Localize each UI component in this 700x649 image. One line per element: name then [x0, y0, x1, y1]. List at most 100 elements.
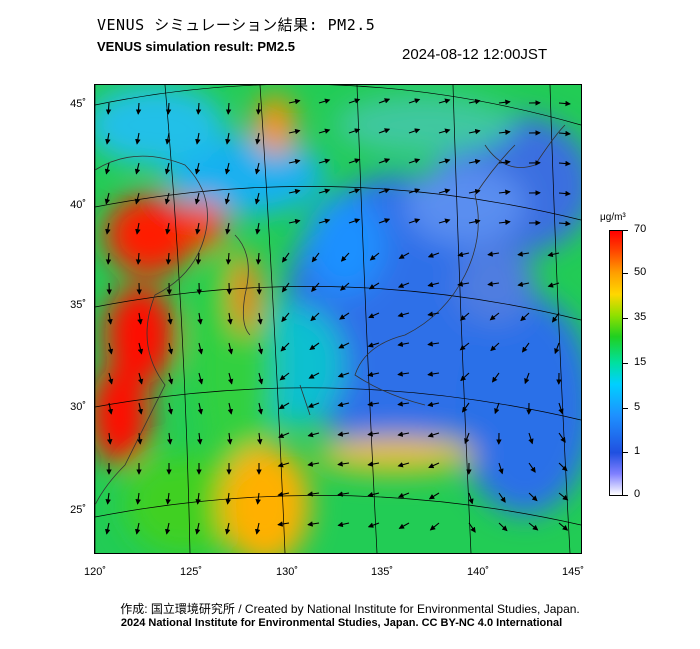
wind-arrow: [528, 462, 536, 473]
wind-arrow: [367, 522, 380, 528]
wind-arrow: [105, 252, 112, 265]
wind-vectors: [104, 98, 571, 535]
wind-arrow: [288, 98, 301, 105]
wind-arrow: [288, 158, 301, 165]
wind-arrow: [427, 432, 440, 438]
wind-arrow: [134, 522, 141, 535]
wind-arrow: [107, 342, 114, 355]
wind-arrow: [255, 132, 261, 145]
wind-arrow: [468, 128, 481, 135]
wind-arrow: [487, 251, 500, 257]
wind-arrow: [428, 492, 440, 500]
wind-arrow: [195, 222, 201, 235]
wind-arrow: [167, 342, 174, 355]
wind-arrow: [468, 158, 481, 165]
wind-arrow: [255, 492, 261, 505]
wind-arrow: [107, 402, 114, 415]
wind-arrow: [427, 311, 440, 317]
wind-arrow: [397, 462, 410, 468]
wind-arrow: [255, 102, 262, 115]
wind-arrow: [337, 491, 350, 497]
wind-arrow: [307, 431, 320, 438]
wind-arrow: [340, 252, 350, 262]
wind-arrow: [337, 521, 350, 528]
wind-arrow: [279, 372, 290, 381]
wind-arrow: [438, 158, 451, 164]
wind-arrow: [165, 222, 171, 235]
wind-arrow: [337, 461, 350, 467]
lon-label-120: 120˚: [83, 566, 107, 578]
wind-arrow: [517, 281, 530, 287]
wind-arrow: [135, 252, 142, 265]
wind-arrow: [427, 281, 440, 288]
wind-arrow: [194, 162, 201, 175]
wind-arrow: [167, 312, 173, 325]
wind-arrow: [135, 492, 141, 505]
colorbar-tick: [622, 230, 628, 231]
wind-arrow: [367, 401, 380, 407]
wind-arrow: [558, 160, 571, 167]
wind-arrow: [498, 492, 506, 503]
wind-arrow: [397, 431, 410, 437]
wind-arrow: [558, 462, 568, 472]
wind-arrow: [468, 218, 481, 225]
credit-line-1: 作成: 国立環境研究所 / Created by National Instit…: [120, 602, 580, 616]
wind-arrow: [459, 342, 470, 351]
wind-arrow: [224, 192, 231, 205]
wind-arrow: [558, 100, 571, 107]
wind-arrow: [105, 222, 111, 235]
wind-arrow: [558, 492, 569, 501]
wind-arrow: [194, 192, 201, 205]
title-english: VENUS simulation result: PM2.5: [97, 39, 295, 54]
lon-label-135: 135˚: [370, 566, 394, 578]
wind-arrow: [397, 492, 410, 498]
credit-line-2: 2024 National Institute for Environmenta…: [120, 617, 563, 629]
lat-label-45: 45˚: [70, 98, 86, 110]
wind-arrow: [338, 342, 350, 349]
wind-arrow: [195, 492, 201, 505]
wind-arrow: [257, 342, 264, 355]
wind-arrow: [494, 402, 500, 415]
wind-arrow: [438, 128, 451, 134]
wind-arrow: [498, 522, 508, 532]
wind-arrow: [281, 252, 290, 263]
wind-arrow: [254, 192, 261, 205]
wind-arrow: [137, 312, 143, 325]
wind-arrow: [197, 342, 204, 355]
wind-arrow: [367, 461, 380, 467]
wind-arrow: [348, 188, 361, 194]
wind-arrow: [165, 132, 171, 145]
wind-arrow: [307, 402, 320, 408]
wind-arrow: [105, 132, 111, 145]
wind-arrow: [368, 312, 380, 319]
wind-arrow: [337, 431, 350, 437]
lat-label-30: 30˚: [70, 401, 86, 413]
wind-arrow: [165, 102, 172, 115]
wind-arrow: [348, 218, 361, 224]
wind-arrow: [194, 522, 201, 535]
wind-arrow: [427, 401, 440, 408]
wind-arrow: [165, 492, 171, 505]
wind-arrow: [318, 98, 331, 104]
wind-arrow: [281, 312, 290, 323]
wind-arrow: [197, 372, 204, 385]
wind-arrow: [547, 282, 560, 288]
colorbar-tick: [622, 408, 628, 409]
wind-arrow: [460, 312, 470, 321]
wind-arrow: [427, 341, 440, 347]
colorbar-label-15: 15: [634, 356, 647, 368]
wind-arrow: [547, 251, 560, 258]
wind-arrow: [311, 282, 320, 292]
wind-arrow: [468, 98, 481, 105]
wind-arrow: [225, 222, 231, 235]
wind-arrow: [164, 162, 171, 175]
wind-arrow: [197, 432, 203, 445]
wind-arrow: [551, 312, 560, 323]
wind-arrow: [281, 282, 290, 293]
wind-arrow: [227, 402, 234, 415]
wind-arrow: [408, 218, 421, 224]
wind-arrow: [348, 158, 361, 164]
wind-arrow: [558, 220, 571, 227]
wind-arrow: [107, 312, 113, 325]
pm25-map: [95, 85, 581, 553]
